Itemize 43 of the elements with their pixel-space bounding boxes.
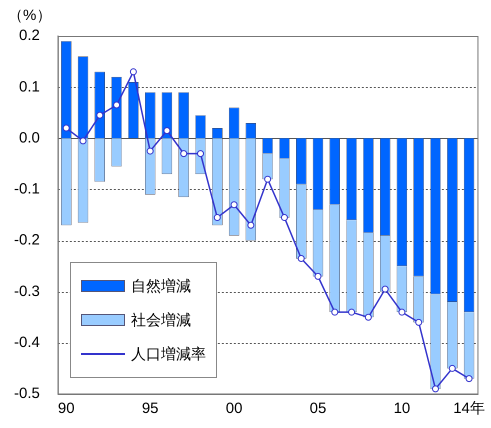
legend-label: 社会増減 <box>130 310 191 330</box>
y-tick-label: 0.1 <box>18 78 40 96</box>
point <box>314 272 322 280</box>
point <box>62 124 70 132</box>
y-tick-label: 0.0 <box>18 129 40 146</box>
x-tick-label: 95 <box>142 400 159 418</box>
point <box>382 286 389 293</box>
point <box>298 254 305 262</box>
point <box>280 214 288 222</box>
point <box>415 318 422 326</box>
point <box>264 176 272 183</box>
y-axis-title: （%） <box>8 6 52 25</box>
legend-label: 自然増減 <box>130 276 191 296</box>
y-tick-label: -0.5 <box>14 385 40 402</box>
point <box>398 308 406 316</box>
y-tick-label: -0.1 <box>14 180 40 198</box>
y-tick-label: 0.2 <box>18 27 40 44</box>
legend-label: 人口増減率 <box>130 344 206 364</box>
y-tick-label: -0.3 <box>14 282 40 300</box>
point <box>364 314 372 321</box>
point <box>96 112 104 119</box>
y-tick-label: -0.2 <box>14 232 40 249</box>
point <box>247 222 254 229</box>
point <box>230 201 238 208</box>
point <box>130 68 137 76</box>
point <box>146 148 154 155</box>
x-tick-label: 14年 <box>453 400 485 418</box>
point <box>113 102 120 109</box>
point <box>448 364 456 372</box>
x-tick-label: 10 <box>394 400 410 418</box>
point <box>348 308 356 316</box>
point <box>331 308 338 316</box>
point <box>432 385 439 392</box>
x-tick-label: 05 <box>310 400 326 418</box>
point <box>163 127 170 134</box>
y-tick-label: -0.4 <box>14 334 40 351</box>
point <box>80 137 87 144</box>
point <box>214 214 221 222</box>
point <box>466 375 473 382</box>
point <box>180 150 188 158</box>
x-tick-label: 00 <box>226 400 242 418</box>
point <box>197 150 204 158</box>
x-tick-label: 90 <box>58 400 75 418</box>
